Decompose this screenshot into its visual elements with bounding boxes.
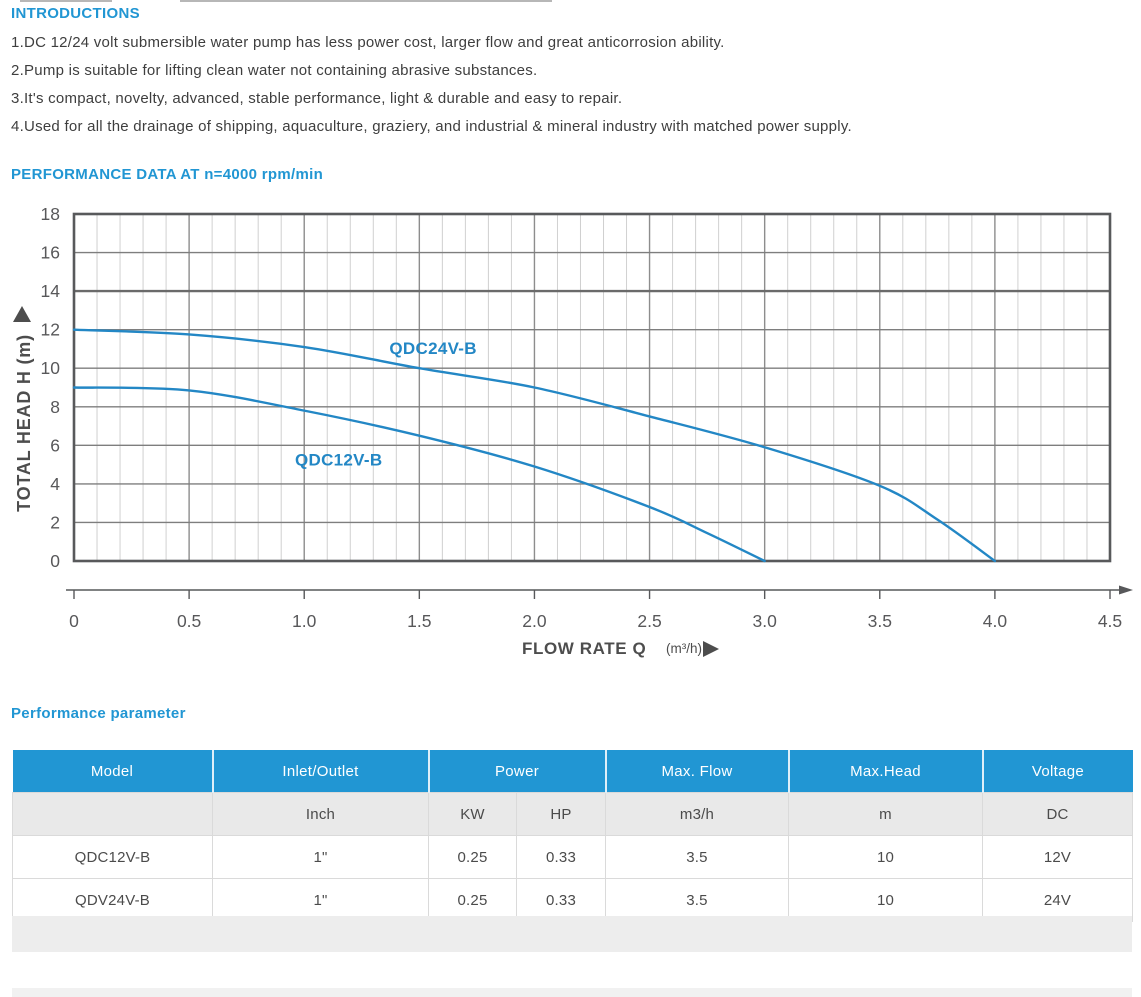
header-max-flow: Max. Flow	[604, 750, 789, 793]
unit-hp: HP	[516, 792, 606, 836]
table-row: QDV24V-B 1" 0.25 0.33 3.5 10 24V	[12, 878, 1133, 922]
table-header-row: Model Inlet/Outlet Power Max. Flow Max.H…	[12, 750, 1133, 793]
performance-parameter-heading: Performance parameter	[11, 705, 186, 722]
y-tick-label: 12	[41, 320, 60, 340]
x-tick-label: 0	[69, 611, 79, 631]
y-tick-label: 2	[50, 512, 60, 532]
header-voltage: Voltage	[981, 750, 1133, 793]
y-axis-arrow-icon	[13, 306, 31, 322]
intro-point-2: 2.Pump is suitable for lifting clean wat…	[11, 62, 538, 79]
top-edge-artifact	[180, 0, 552, 2]
curve-label-qdc24v-b: QDC24V-B	[389, 339, 476, 358]
curve-qdc24v-b	[72, 328, 997, 563]
cell-inlet-outlet: 1"	[212, 878, 429, 922]
plot-frame	[72, 212, 1112, 563]
introductions-heading: INTRODUCTIONS	[11, 5, 140, 22]
performance-chart: QDC24V-B QDC12V-B 0 2 4 6 8 10 12 14 16 18 TOTAL HEA…	[0, 195, 1141, 665]
intro-point-1: 1.DC 12/24 volt submersible water pump h…	[11, 34, 725, 51]
header-model: Model	[12, 750, 213, 793]
table-units-row: Inch KW HP m3/h m DC	[12, 792, 1133, 836]
header-inlet-outlet: Inlet/Outlet	[211, 750, 429, 793]
y-tick-label: 16	[41, 243, 60, 263]
cell-voltage: 24V	[982, 878, 1133, 922]
cell-max-flow: 3.5	[605, 835, 789, 879]
x-tick-label: 4.5	[1098, 611, 1122, 631]
header-power: Power	[427, 750, 606, 793]
cell-max-head: 10	[788, 835, 983, 879]
cell-model: QDC12V-B	[12, 835, 213, 879]
top-edge-artifact	[20, 0, 112, 2]
table-row: QDC12V-B 1" 0.25 0.33 3.5 10 12V	[12, 835, 1133, 879]
unit-max-flow: m3/h	[605, 792, 789, 836]
x-axis-arrow-icon	[1119, 585, 1133, 595]
x-tick-label: 4.0	[983, 611, 1008, 631]
curve-qdc12v-b	[72, 386, 766, 563]
cell-max-flow: 3.5	[605, 878, 789, 922]
x-tick-label: 0.5	[177, 611, 201, 631]
x-axis-unit: (m³/h)	[666, 641, 702, 656]
cell-hp: 0.33	[516, 835, 606, 879]
intro-point-3: 3.It's compact, novelty, advanced, stabl…	[11, 90, 623, 107]
y-axis-title: TOTAL HEAD H (m)	[14, 334, 34, 512]
header-max-head: Max.Head	[787, 750, 983, 793]
x-tick-label: 3.0	[753, 611, 778, 631]
table-footer-band	[12, 916, 1132, 952]
cell-kw: 0.25	[428, 835, 517, 879]
cell-inlet-outlet: 1"	[212, 835, 429, 879]
y-tick-label: 10	[41, 358, 61, 378]
bottom-strip	[12, 988, 1132, 997]
y-tick-label: 18	[41, 204, 60, 224]
cell-hp: 0.33	[516, 878, 606, 922]
x-tick-label: 1.0	[292, 611, 317, 631]
x-tick-label: 2.0	[522, 611, 547, 631]
y-tick-label: 8	[50, 397, 60, 417]
unit-kw: KW	[428, 792, 517, 836]
intro-point-4: 4.Used for all the drainage of shipping,…	[11, 118, 852, 135]
unit-max-head: m	[788, 792, 983, 836]
x-axis-title: FLOW RATE Q	[522, 639, 646, 658]
y-tick-label: 6	[50, 435, 60, 455]
y-tick-label: 14	[41, 281, 61, 301]
pump-curve-chart: QDC24V-B QDC12V-B 0 2 4 6 8 10 12 14 16 18 TOTAL HEA…	[13, 204, 1133, 658]
y-tick-label: 4	[50, 474, 60, 494]
x-tick-label: 3.5	[868, 611, 892, 631]
cell-max-head: 10	[788, 878, 983, 922]
curve-label-qdc12v-b: QDC12V-B	[295, 451, 382, 470]
y-tick-label: 0	[50, 551, 60, 571]
performance-table: Model Inlet/Outlet Power Max. Flow Max.H…	[12, 750, 1133, 922]
performance-data-heading: PERFORMANCE DATA AT n=4000 rpm/min	[11, 166, 324, 183]
cell-kw: 0.25	[428, 878, 517, 922]
x-tick-label: 1.5	[407, 611, 431, 631]
x-axis-title-arrow-icon	[703, 641, 719, 657]
cell-model: QDV24V-B	[12, 878, 213, 922]
unit-voltage: DC	[982, 792, 1133, 836]
x-tick-label: 2.5	[637, 611, 661, 631]
unit-model	[12, 792, 213, 836]
unit-inlet-outlet: Inch	[212, 792, 429, 836]
cell-voltage: 12V	[982, 835, 1133, 879]
